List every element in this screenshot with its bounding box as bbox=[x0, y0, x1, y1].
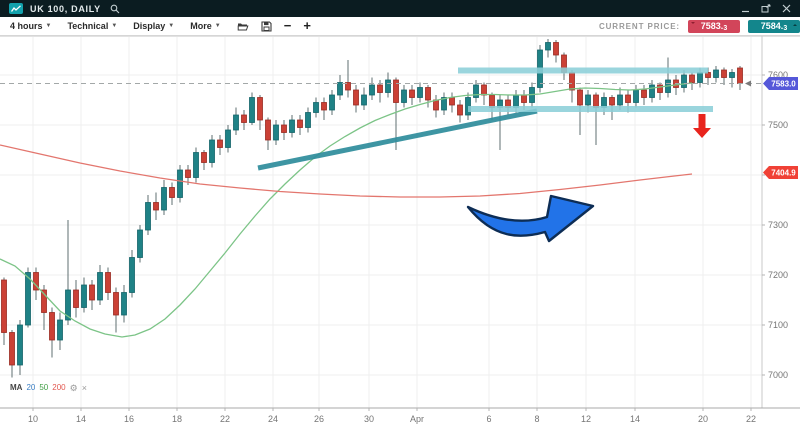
ma-legend: MA 20 50 200 ⚙ × bbox=[10, 383, 87, 392]
popout-button[interactable] bbox=[761, 4, 771, 13]
ma200-axis-badge: 7404.9 bbox=[763, 166, 798, 180]
svg-text:26: 26 bbox=[314, 414, 324, 424]
svg-text:14: 14 bbox=[76, 414, 86, 424]
last-price-badge: 7583.0 bbox=[763, 77, 798, 90]
annotations-layer bbox=[466, 114, 711, 243]
red-down-arrow[interactable] bbox=[693, 114, 711, 138]
ma-200-label: 200 bbox=[52, 383, 66, 392]
svg-text:7583.0: 7583.0 bbox=[771, 80, 796, 89]
svg-text:22: 22 bbox=[746, 414, 756, 424]
svg-text:18: 18 bbox=[172, 414, 182, 424]
support-band[interactable] bbox=[468, 106, 713, 112]
svg-text:7000: 7000 bbox=[768, 370, 788, 380]
svg-text:7404.9: 7404.9 bbox=[771, 169, 796, 178]
ma-settings-gear-icon[interactable]: ⚙ bbox=[69, 382, 78, 393]
svg-text:14: 14 bbox=[630, 414, 640, 424]
close-button[interactable] bbox=[782, 4, 791, 13]
candles-layer bbox=[1, 39, 743, 378]
svg-text:8: 8 bbox=[534, 414, 539, 424]
ma-50-label: 50 bbox=[39, 383, 49, 392]
more-menu[interactable]: More ▼ bbox=[190, 21, 221, 31]
price-chart-canvas[interactable]: 7600750074007300720071007000101416182224… bbox=[0, 36, 800, 436]
display-menu[interactable]: Display ▼ bbox=[133, 21, 175, 31]
resistance-band[interactable] bbox=[458, 67, 708, 74]
svg-text:22: 22 bbox=[220, 414, 230, 424]
chart-toolbar: 4 hours ▼ Technical ▼ Display ▼ More ▼ − + C… bbox=[0, 17, 800, 36]
window-titlebar: UK 100, DAILY bbox=[0, 0, 800, 17]
chevron-down-icon: ▼ bbox=[214, 23, 221, 29]
app-logo-icon bbox=[9, 3, 23, 14]
chevron-down-icon: ▼ bbox=[111, 23, 118, 29]
search-icon[interactable] bbox=[110, 4, 120, 14]
svg-text:7200: 7200 bbox=[768, 270, 788, 280]
ma-20-label: 20 bbox=[26, 383, 36, 392]
timeframe-menu[interactable]: 4 hours ▼ bbox=[10, 21, 52, 31]
ascending-trendline[interactable] bbox=[257, 108, 538, 171]
svg-text:7300: 7300 bbox=[768, 220, 788, 230]
grid-layer bbox=[0, 36, 762, 408]
svg-text:7500: 7500 bbox=[768, 120, 788, 130]
svg-text:10: 10 bbox=[28, 414, 38, 424]
moving-averages-layer bbox=[0, 82, 693, 338]
chevron-down-icon: ▼ bbox=[45, 23, 52, 29]
ma-legend-title: MA bbox=[10, 383, 23, 392]
svg-text:7600: 7600 bbox=[768, 70, 788, 80]
current-price-label: CURRENT PRICE: bbox=[598, 21, 680, 31]
minimize-button[interactable] bbox=[741, 4, 750, 13]
chevron-down-icon: ▼ bbox=[168, 23, 175, 29]
price-axis[interactable]: 7600750074007300720071007000 bbox=[762, 70, 788, 380]
svg-text:16: 16 bbox=[124, 414, 134, 424]
svg-text:12: 12 bbox=[581, 414, 591, 424]
open-folder-icon[interactable] bbox=[237, 21, 249, 31]
svg-text:7100: 7100 bbox=[768, 320, 788, 330]
buy-price-badge[interactable]: 7584.3 bbox=[748, 19, 800, 33]
sell-price-badge[interactable]: 7583.3 bbox=[688, 19, 740, 33]
blue-swoosh-arrow[interactable] bbox=[466, 194, 595, 243]
svg-text:24: 24 bbox=[268, 414, 278, 424]
svg-text:6: 6 bbox=[486, 414, 491, 424]
axes-layer: 7600750074007300720071007000101416182224… bbox=[0, 36, 800, 424]
svg-text:20: 20 bbox=[698, 414, 708, 424]
ma-remove-icon[interactable]: × bbox=[81, 382, 87, 393]
technical-menu[interactable]: Technical ▼ bbox=[67, 21, 118, 31]
zoom-out-button[interactable]: − bbox=[283, 18, 292, 33]
close-marker bbox=[745, 80, 751, 87]
chart-area: 7600750074007300720071007000101416182224… bbox=[0, 36, 800, 436]
chart-symbol-title: UK 100, DAILY bbox=[30, 3, 101, 14]
svg-text:30: 30 bbox=[364, 414, 374, 424]
drawings-layer bbox=[0, 67, 762, 171]
zoom-in-button[interactable]: + bbox=[303, 18, 311, 33]
svg-text:Apr: Apr bbox=[410, 414, 424, 424]
save-icon[interactable] bbox=[261, 20, 272, 32]
time-axis[interactable]: 10 14 16 18 22 24 26 30 Apr 6 8 12 14 20 22 bbox=[28, 408, 756, 424]
